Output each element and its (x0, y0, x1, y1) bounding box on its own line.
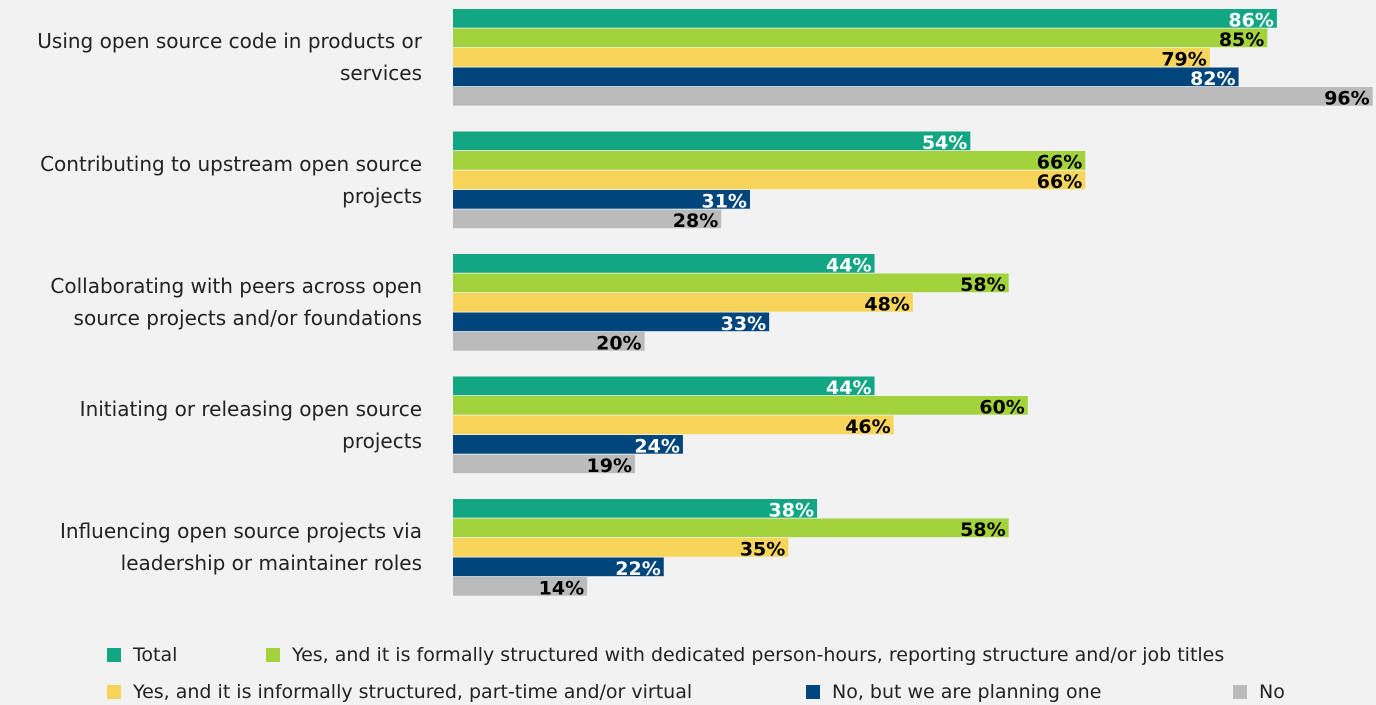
legend-swatch (266, 648, 280, 662)
category-label: Initiating or releasing open source proj… (79, 396, 422, 453)
legend-label: No (1259, 681, 1285, 703)
bar (453, 435, 683, 454)
value-label: 14% (539, 577, 584, 599)
value-label: 66% (1037, 171, 1082, 193)
bar (453, 454, 636, 474)
bar (453, 415, 894, 435)
bar (453, 67, 1239, 87)
bar (453, 170, 1086, 190)
legend-item: Total (107, 642, 177, 668)
legend-swatch (1233, 685, 1247, 699)
value-label: 96% (1324, 87, 1369, 109)
bar (453, 312, 770, 332)
bar (453, 518, 1009, 538)
legend-label: Total (133, 644, 178, 666)
bar (453, 209, 722, 229)
value-label: 35% (740, 538, 785, 560)
value-label: 28% (673, 210, 718, 232)
category-label: Contributing to upstream open source pro… (40, 151, 422, 208)
value-label: 86% (1228, 9, 1273, 31)
value-label: 79% (1161, 48, 1206, 70)
legend-item: No (1233, 679, 1285, 705)
legend-swatch (107, 685, 121, 699)
category-label: Using open source code in products or se… (37, 29, 422, 85)
value-label: 44% (826, 254, 871, 276)
bar (453, 254, 875, 273)
value-label: 66% (1037, 151, 1082, 173)
bar (453, 293, 913, 312)
bar (453, 557, 664, 577)
bar (453, 9, 1277, 28)
value-label: 38% (769, 499, 814, 521)
legend-swatch (107, 648, 121, 662)
value-label: 22% (615, 558, 660, 580)
value-label: 46% (845, 416, 890, 438)
bar (453, 28, 1268, 48)
value-label: 58% (960, 274, 1005, 296)
bar (453, 48, 1210, 67)
bar (453, 396, 1028, 415)
bar (453, 273, 1009, 293)
value-label: 60% (979, 396, 1024, 418)
legend-swatch (806, 685, 820, 699)
value-label: 33% (721, 313, 766, 335)
category-label: Influencing open source projects via lea… (60, 519, 422, 575)
category-label: Collaborating with peers across open sou… (50, 274, 422, 330)
legend-item: Yes, and it is formally structured with … (266, 642, 1224, 668)
bar (453, 577, 588, 596)
value-label: 44% (826, 377, 871, 399)
bar (453, 151, 1086, 170)
value-label: 85% (1219, 29, 1264, 51)
value-label: 31% (701, 190, 746, 212)
bar (453, 332, 645, 351)
bar (453, 190, 750, 209)
legend-label: Yes, and it is formally structured with … (292, 644, 1225, 666)
bar (453, 499, 818, 518)
value-label: 19% (587, 455, 632, 477)
value-label: 58% (960, 519, 1005, 541)
bar (453, 87, 1373, 106)
bar (453, 538, 789, 557)
value-label: 20% (596, 332, 641, 354)
legend-label: No, but we are planning one (832, 681, 1102, 703)
legend-item: Yes, and it is informally structured, pa… (107, 679, 692, 705)
value-label: 82% (1190, 68, 1235, 90)
bar (453, 131, 971, 151)
legend-item: No, but we are planning one (806, 679, 1101, 705)
legend-label: Yes, and it is informally structured, pa… (133, 681, 693, 703)
bar (453, 376, 875, 396)
value-label: 24% (634, 435, 679, 457)
value-label: 48% (864, 293, 909, 315)
value-label: 54% (922, 132, 967, 154)
